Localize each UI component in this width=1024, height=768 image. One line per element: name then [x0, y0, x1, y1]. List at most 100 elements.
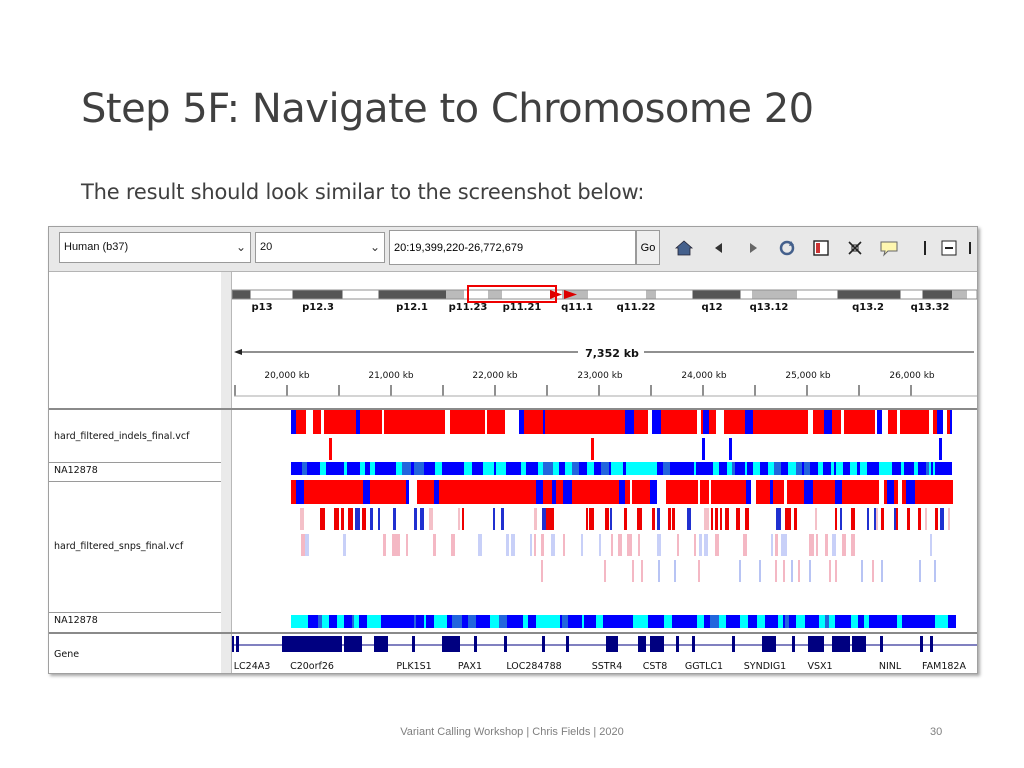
variant-mark: [657, 534, 661, 556]
ideogram-band-label: q13.12: [750, 302, 789, 313]
forward-icon[interactable]: [743, 238, 763, 258]
genotype-mark: [454, 462, 459, 475]
genotype-mark: [860, 462, 867, 475]
variant-mark: [714, 480, 721, 504]
genotype-mark: [348, 615, 352, 628]
home-icon[interactable]: [674, 238, 694, 258]
genotype-mark: [740, 462, 745, 475]
variant-mark: [922, 480, 930, 504]
variant-mark: [529, 480, 536, 504]
variant-mark: [809, 534, 811, 556]
gene-track-label[interactable]: Gene: [54, 649, 80, 660]
zoom-out-icon[interactable]: [939, 238, 959, 258]
variant-mark: [552, 480, 556, 504]
genotype-mark: [943, 615, 948, 628]
genotype-mark: [367, 462, 370, 475]
span-arrow-icon: [234, 349, 242, 355]
genotype-mark: [643, 462, 650, 475]
go-button[interactable]: Go: [636, 230, 660, 265]
variant-mark: [856, 409, 858, 434]
variant-mark: [610, 409, 617, 434]
more-icon[interactable]: [961, 238, 977, 258]
variant-mark: [301, 534, 305, 556]
variant-mark: [933, 480, 941, 504]
genotype-mark: [774, 462, 781, 475]
panel-splitter[interactable]: [221, 272, 232, 673]
genotype-mark: [926, 462, 929, 475]
genotype-mark: [435, 462, 442, 475]
variant-mark: [672, 508, 675, 530]
page-number: 30: [930, 726, 943, 738]
variant-mark: [408, 409, 411, 434]
variant-mark: [398, 409, 403, 434]
variant-mark: [775, 534, 778, 556]
variant-mark: [433, 409, 436, 434]
variant-mark: [433, 534, 436, 556]
variant-mark: [641, 480, 650, 504]
variant-mark: [624, 508, 627, 530]
genotype-mark: [523, 615, 528, 628]
variant-mark: [348, 508, 353, 530]
ruler-icon[interactable]: [915, 238, 935, 258]
genotype-mark: [506, 462, 508, 475]
genotype-mark: [472, 462, 475, 475]
chromosome-dropdown[interactable]: 20 ⌄: [255, 232, 385, 263]
variant-mark: [739, 560, 741, 582]
indels-track-label[interactable]: hard_filtered_indels_final.vcf: [54, 431, 190, 442]
genotype-mark: [365, 462, 367, 475]
variant-mark: [776, 508, 781, 530]
genotype-mark: [820, 462, 823, 475]
genotype-mark: [411, 462, 414, 475]
variant-mark: [320, 508, 325, 530]
variant-mark: [700, 480, 709, 504]
variant-mark: [352, 480, 360, 504]
genotype-mark: [887, 462, 892, 475]
variant-mark: [907, 508, 910, 530]
genotype-mark: [302, 462, 307, 475]
variant-mark: [406, 534, 408, 556]
gene-feature: [566, 636, 569, 652]
indels-sample-label[interactable]: NA12878: [54, 465, 98, 476]
variant-mark: [611, 534, 613, 556]
genotype-mark: [727, 462, 732, 475]
variant-mark: [693, 409, 697, 434]
variant-mark: [355, 508, 360, 530]
genotype-mark: [426, 615, 434, 628]
genotype-mark: [893, 615, 897, 628]
variant-mark: [542, 508, 546, 530]
variant-mark: [333, 409, 338, 434]
genotype-mark: [601, 462, 609, 475]
snps-track-label[interactable]: hard_filtered_snps_final.vcf: [54, 541, 184, 552]
gene-feature: [792, 636, 795, 652]
genome-dropdown[interactable]: Human (b37) ⌄: [59, 232, 251, 263]
genotype-mark: [499, 615, 507, 628]
variant-mark: [918, 480, 922, 504]
roi-icon[interactable]: [811, 238, 831, 258]
back-icon[interactable]: [709, 238, 729, 258]
popup-icon[interactable]: [879, 238, 899, 258]
genotype-mark: [528, 462, 533, 475]
variant-mark: [300, 508, 304, 530]
slide-title: Step 5F: Navigate to Chromosome 20: [81, 86, 814, 132]
genotype-mark: [367, 615, 375, 628]
snps-sample-label[interactable]: NA12878: [54, 615, 98, 626]
ideogram-band-label: q11.22: [617, 302, 656, 313]
genotype-mark: [307, 462, 313, 475]
locus-input[interactable]: 20:19,399,220-26,772,679: [389, 230, 636, 265]
genotype-mark: [855, 462, 857, 475]
variant-mark: [543, 409, 545, 434]
variant-mark: [884, 480, 887, 504]
ideogram-band: [378, 290, 448, 299]
refresh-icon[interactable]: [777, 238, 797, 258]
variant-mark: [835, 508, 837, 530]
centromere: [564, 290, 577, 299]
variant-mark: [691, 409, 693, 434]
resize-icon[interactable]: [845, 238, 865, 258]
igv-tracks-svg: p13 p12.3 p12.1 p11.23 p11.21 q11.1 q11.22 q12 q…: [231, 285, 977, 672]
variant-mark: [815, 508, 817, 530]
genotype-mark: [823, 462, 831, 475]
variant-mark: [541, 534, 544, 556]
variant-mark: [840, 508, 842, 530]
variant-mark: [787, 480, 794, 504]
genotype-mark: [689, 615, 697, 628]
